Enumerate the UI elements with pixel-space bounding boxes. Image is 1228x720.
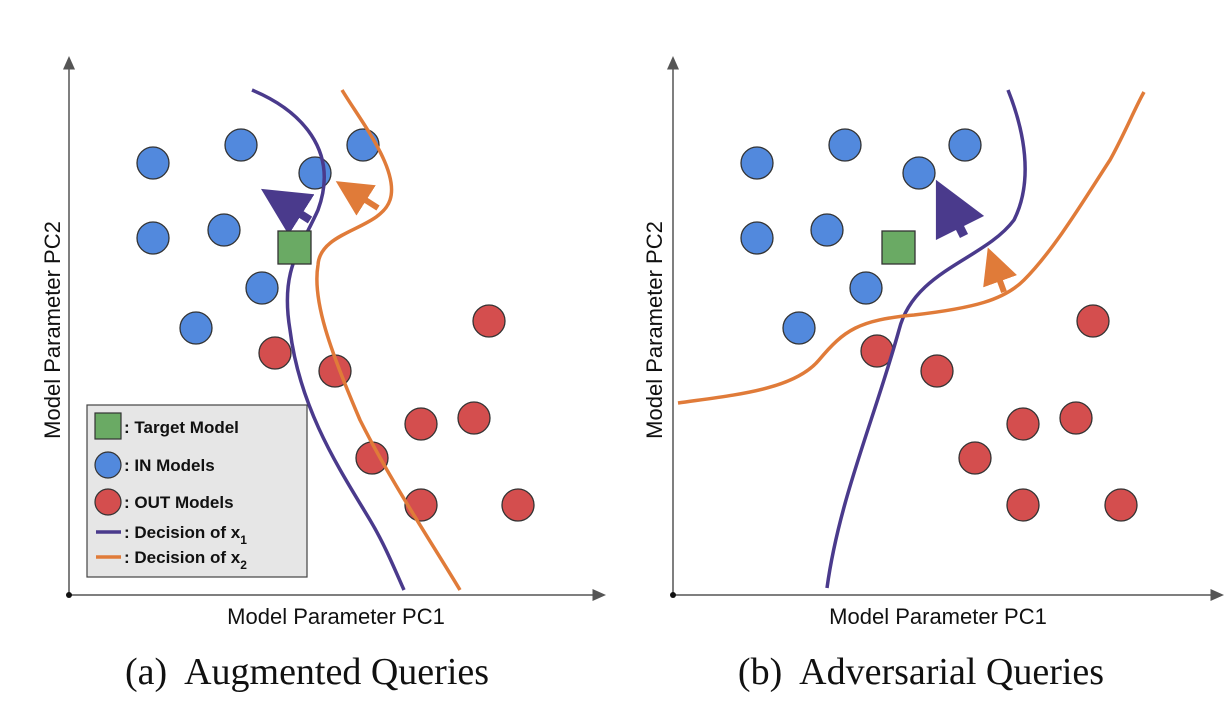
- in-model-point: [782, 311, 816, 345]
- caption-adversarial-queries: (b) Adversarial Queries: [614, 650, 1228, 694]
- in-model-point: [810, 213, 844, 247]
- in-model-point: [224, 128, 258, 162]
- out-model-point: [1059, 401, 1093, 435]
- decision-x1-shift-arrow: [261, 188, 315, 235]
- out-model-point: [1076, 304, 1110, 338]
- in-model-point: [849, 271, 883, 305]
- panel-augmented-queries: Model Parameter PC2 Model Parameter PC1: [0, 56, 614, 694]
- legend-target-label: : Target Model: [124, 418, 239, 437]
- legend: : Target Model : IN Models : OUT Models …: [86, 404, 308, 578]
- in-model-point: [828, 128, 862, 162]
- axes: [63, 56, 606, 601]
- legend-out-swatch: [94, 488, 122, 516]
- out-model-point: [1104, 488, 1138, 522]
- caption-prefix: (a): [124, 651, 177, 693]
- out-model-point: [472, 304, 506, 338]
- panel-adversarial-queries: Model Parameter PC2 Model Parameter PC1: [614, 0, 1228, 720]
- caption-title: Augmented Queries: [184, 651, 490, 693]
- out-model-point: [457, 401, 491, 435]
- legend-in-swatch: [94, 451, 122, 479]
- decision-boundary-x2: [677, 91, 1146, 405]
- origin-dot: [670, 592, 676, 598]
- in-model-point: [136, 146, 170, 180]
- in-model-point: [298, 156, 332, 190]
- decision-boundary-x2: [315, 89, 462, 591]
- in-model-point: [948, 128, 982, 162]
- target-model-square: [277, 230, 312, 265]
- legend-x1-label: : Decision of x1: [124, 523, 247, 547]
- out-model-point: [501, 488, 535, 522]
- out-model-point: [404, 407, 438, 441]
- augmented-queries-diagram: Model Parameter PC2 Model Parameter PC1: [40, 56, 606, 629]
- in-model-point: [740, 221, 774, 255]
- decision-x2-shift-arrow: [983, 247, 1018, 294]
- decision-x1-shift-arrow: [935, 179, 985, 241]
- in-model-point: [902, 156, 936, 190]
- in-models: [740, 128, 982, 345]
- legend-target-swatch: [94, 412, 122, 440]
- in-model-point: [346, 128, 380, 162]
- decision-boundary-x1: [251, 88, 406, 591]
- in-model-point: [740, 146, 774, 180]
- legend-out-label: : OUT Models: [124, 493, 234, 512]
- caption-title: Adversarial Queries: [799, 651, 1105, 693]
- out-model-point: [258, 336, 292, 370]
- caption-prefix: (b): [737, 651, 792, 693]
- in-model-point: [179, 311, 213, 345]
- out-models: [860, 304, 1138, 522]
- out-model-point: [355, 441, 389, 475]
- out-model-point: [920, 354, 954, 388]
- decision-x2-shift-arrow: [335, 181, 380, 216]
- legend-in-label: : IN Models: [124, 456, 215, 475]
- x-axis-label: Model Parameter PC1: [227, 604, 445, 629]
- legend-x2-label: : Decision of x2: [124, 548, 247, 572]
- out-model-point: [1006, 488, 1040, 522]
- axes: [667, 56, 1224, 601]
- legend-box: [86, 404, 308, 578]
- y-axis-label: Model Parameter PC2: [642, 221, 667, 439]
- in-model-point: [207, 213, 241, 247]
- out-model-point: [1006, 407, 1040, 441]
- target-model-square: [881, 230, 916, 265]
- in-model-point: [245, 271, 279, 305]
- x-axis-label: Model Parameter PC1: [829, 604, 1047, 629]
- adversarial-queries-diagram: Model Parameter PC2 Model Parameter PC1: [642, 56, 1224, 629]
- decision-boundary-x1: [825, 89, 1027, 589]
- y-axis-label: Model Parameter PC2: [40, 221, 65, 439]
- in-model-point: [136, 221, 170, 255]
- out-model-point: [958, 441, 992, 475]
- caption-augmented-queries: (a) Augmented Queries: [0, 650, 614, 694]
- origin-dot: [66, 592, 72, 598]
